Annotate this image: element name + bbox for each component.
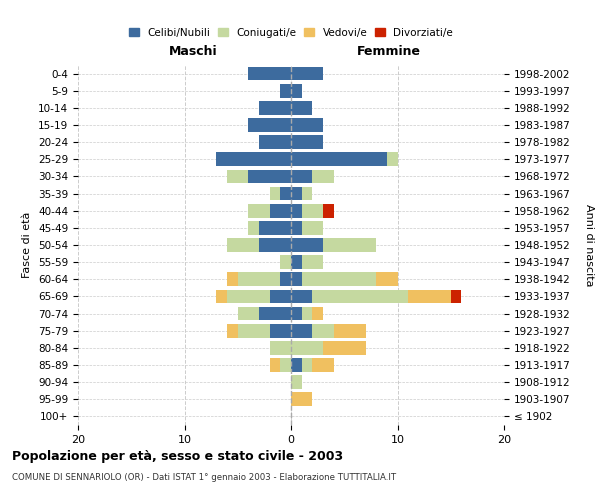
Bar [291,256,302,269]
Bar [323,238,376,252]
Text: Maschi: Maschi [169,45,217,58]
Bar [302,186,312,200]
Bar [291,66,323,80]
Bar [280,84,291,98]
Bar [302,358,312,372]
Bar [387,152,398,166]
Bar [302,256,323,269]
Bar [248,170,291,183]
Bar [259,101,291,114]
Bar [323,341,365,354]
Bar [302,204,323,218]
Bar [451,290,461,304]
Text: Femmine: Femmine [357,45,421,58]
Y-axis label: Fasce di età: Fasce di età [22,212,32,278]
Bar [291,221,302,234]
Bar [291,204,302,218]
Bar [291,101,313,114]
Bar [259,306,291,320]
Bar [248,221,259,234]
Bar [259,136,291,149]
Bar [227,290,270,304]
Bar [217,152,291,166]
Text: COMUNE DI SENNARIOLO (OR) - Dati ISTAT 1° gennaio 2003 - Elaborazione TUTTITALIA: COMUNE DI SENNARIOLO (OR) - Dati ISTAT 1… [12,472,396,482]
Bar [291,186,302,200]
Bar [291,170,313,183]
Bar [270,358,280,372]
Bar [313,306,323,320]
Bar [270,341,291,354]
Bar [259,238,291,252]
Bar [323,204,334,218]
Bar [227,324,238,338]
Bar [291,376,302,389]
Bar [291,84,302,98]
Bar [291,392,313,406]
Bar [280,272,291,286]
Bar [291,306,302,320]
Bar [291,290,313,304]
Bar [280,256,291,269]
Bar [280,358,291,372]
Bar [313,358,334,372]
Bar [291,324,313,338]
Bar [313,170,334,183]
Bar [334,324,365,338]
Bar [376,272,398,286]
Bar [217,290,227,304]
Legend: Celibi/Nubili, Coniugati/e, Vedovi/e, Divorziati/e: Celibi/Nubili, Coniugati/e, Vedovi/e, Di… [125,24,457,42]
Bar [280,186,291,200]
Bar [291,272,302,286]
Bar [291,341,323,354]
Bar [238,272,280,286]
Bar [302,221,323,234]
Bar [270,186,280,200]
Bar [248,118,291,132]
Bar [291,136,323,149]
Bar [259,221,291,234]
Y-axis label: Anni di nascita: Anni di nascita [584,204,595,286]
Bar [227,272,238,286]
Bar [238,324,270,338]
Bar [227,170,248,183]
Bar [270,290,291,304]
Bar [302,272,376,286]
Bar [238,306,259,320]
Bar [291,152,387,166]
Bar [248,66,291,80]
Text: Popolazione per età, sesso e stato civile - 2003: Popolazione per età, sesso e stato civil… [12,450,343,463]
Bar [291,118,323,132]
Bar [270,204,291,218]
Bar [408,290,451,304]
Bar [248,204,270,218]
Bar [227,238,259,252]
Bar [302,306,312,320]
Bar [291,238,323,252]
Bar [313,324,334,338]
Bar [313,290,408,304]
Bar [270,324,291,338]
Bar [291,358,302,372]
